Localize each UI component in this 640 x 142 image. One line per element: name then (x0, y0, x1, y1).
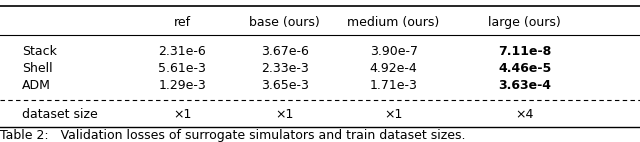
Text: Stack: Stack (22, 45, 57, 58)
Text: ref: ref (174, 15, 191, 29)
Text: ×1: ×1 (276, 108, 294, 121)
Text: medium (ours): medium (ours) (348, 15, 440, 29)
Text: ADM: ADM (22, 79, 51, 92)
Text: 2.31e-6: 2.31e-6 (159, 45, 206, 58)
Text: base (ours): base (ours) (250, 15, 320, 29)
Text: dataset size: dataset size (22, 108, 98, 121)
Text: 3.90e-7: 3.90e-7 (370, 45, 418, 58)
Text: ×1: ×1 (173, 108, 191, 121)
Text: 5.61e-3: 5.61e-3 (159, 62, 206, 75)
Text: 4.46e-5: 4.46e-5 (498, 62, 552, 75)
Text: ×4: ×4 (516, 108, 534, 121)
Text: 1.29e-3: 1.29e-3 (159, 79, 206, 92)
Text: Table 2:   Validation losses of surrogate simulators and train dataset sizes.: Table 2: Validation losses of surrogate … (0, 129, 465, 142)
Text: 2.33e-3: 2.33e-3 (261, 62, 308, 75)
Text: Shell: Shell (22, 62, 53, 75)
Text: ×1: ×1 (385, 108, 403, 121)
Text: 1.71e-3: 1.71e-3 (370, 79, 417, 92)
Text: 7.11e-8: 7.11e-8 (498, 45, 552, 58)
Text: large (ours): large (ours) (488, 15, 561, 29)
Text: 3.65e-3: 3.65e-3 (261, 79, 308, 92)
Text: 4.92e-4: 4.92e-4 (370, 62, 417, 75)
Text: 3.67e-6: 3.67e-6 (261, 45, 308, 58)
Text: 3.63e-4: 3.63e-4 (499, 79, 551, 92)
